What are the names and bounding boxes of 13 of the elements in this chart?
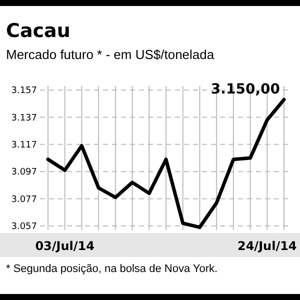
chart-subtitle: Mercado futuro * - em US$/tonelada <box>6 47 215 62</box>
x-tick-label: 03/Jul/14 <box>35 239 95 253</box>
y-tick-label: 3.057 <box>11 222 37 232</box>
y-tick-label: 3.157 <box>11 86 37 96</box>
y-tick-label: 3.137 <box>11 113 37 124</box>
chart-title: Cacau <box>6 20 70 42</box>
y-tick-label: 3.097 <box>11 168 37 178</box>
y-tick-label: 3.077 <box>11 194 37 205</box>
line-series <box>46 98 286 230</box>
data-label: 3.150,00 <box>210 82 280 98</box>
x-tick-label: 24/Jul/14 <box>237 239 297 253</box>
text: * Segunda posição, na bolsa de Nova York. <box>6 263 218 275</box>
y-tick-label: 3.117 <box>11 140 37 151</box>
